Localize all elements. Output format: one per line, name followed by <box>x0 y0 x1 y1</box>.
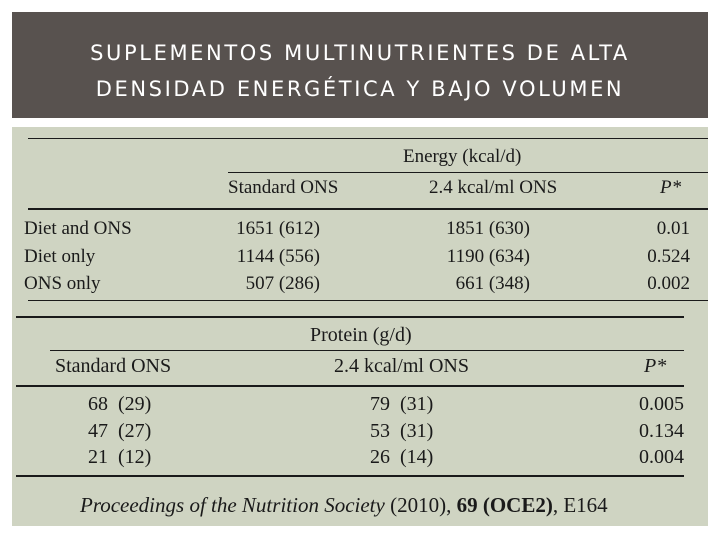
table-image: Energy (kcal/d) Standard ONS 2.4 kcal/ml… <box>12 127 708 526</box>
protein-cell: 47 (27) <box>88 420 152 442</box>
protein-col-high: 2.4 kcal/ml ONS <box>334 355 469 377</box>
protein-caption-rule <box>50 350 684 351</box>
energy-cell: 0.01 <box>656 218 690 239</box>
energy-bottom-rule <box>28 300 708 301</box>
energy-top-rule <box>28 138 708 139</box>
energy-col-high: 2.4 kcal/ml ONS <box>429 177 558 198</box>
energy-cell: 0.002 <box>647 273 690 294</box>
energy-caption: Energy (kcal/d) <box>403 146 522 167</box>
protein-bottom-rule <box>16 475 684 477</box>
protein-caption: Protein (g/d) <box>310 324 412 346</box>
energy-col-p: P* <box>660 177 682 198</box>
energy-cell: 0.524 <box>647 246 690 267</box>
slide-title-line-1: SUPLEMENTOS MULTINUTRIENTES DE ALTA <box>90 41 630 65</box>
protein-cell: 21 (12) <box>88 446 152 468</box>
energy-cell: 507 (286) <box>245 273 320 294</box>
protein-cell: 68 (29) <box>88 393 152 415</box>
energy-cell: 1190 (634) <box>446 246 530 267</box>
slide-title-line-2: DENSIDAD ENERGÉTICA Y BAJO VOLUMEN <box>95 77 625 101</box>
energy-caption-rule <box>228 172 708 173</box>
protein-col-standard: Standard ONS <box>55 355 172 377</box>
energy-cell: 661 (348) <box>455 273 530 294</box>
energy-col-standard: Standard ONS <box>228 177 339 198</box>
energy-header-rule <box>28 208 708 210</box>
energy-row-label: Diet only <box>24 246 96 267</box>
energy-cell: 1144 (556) <box>236 246 320 267</box>
energy-cell: 1851 (630) <box>446 218 530 239</box>
citation-page: , E164 <box>552 493 608 517</box>
protein-top-rule <box>16 316 684 318</box>
protein-cell: 26 (14) <box>370 446 434 468</box>
energy-row-label: Diet and ONS <box>24 218 132 239</box>
energy-row-label: ONS only <box>24 273 101 294</box>
slide-title-bar: SUPLEMENTOS MULTINUTRIENTES DE ALTA DENS… <box>12 12 708 118</box>
energy-cell: 1651 (612) <box>236 218 320 239</box>
protein-cell: 79 (31) <box>370 393 434 415</box>
citation-year: (2010), <box>384 493 457 517</box>
protein-cell: 0.134 <box>639 420 684 442</box>
protein-cell: 53 (31) <box>370 420 434 442</box>
citation-volume: 69 (OCE2) <box>456 493 553 517</box>
protein-col-p: P* <box>644 355 667 377</box>
citation: Proceedings of the Nutrition Society (20… <box>80 493 608 518</box>
protein-cell: 0.005 <box>639 393 684 415</box>
protein-cell: 0.004 <box>639 446 684 468</box>
citation-journal: Proceedings of the Nutrition Society <box>80 493 385 517</box>
protein-header-rule <box>16 385 684 387</box>
